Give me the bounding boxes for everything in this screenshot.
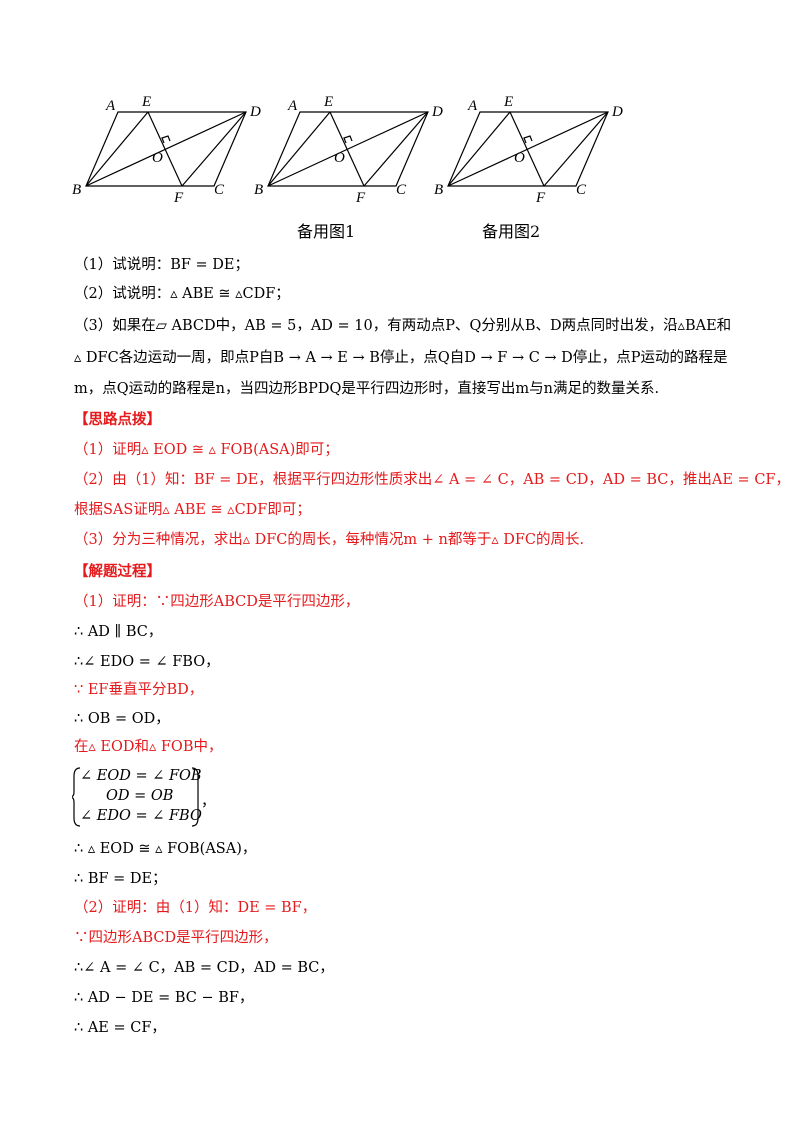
solution-step: ∵ EF垂直平分BD， [74,682,204,698]
solution-step: ∴ AD − DE = BC − BF， [74,990,254,1006]
label-b: B [72,182,81,198]
label-o: O [334,150,345,166]
label-f: F [173,190,184,206]
brace-icon [72,767,199,827]
label-c: C [214,182,225,198]
equation-system: ∠ EOD = ∠ FOB OD = OB ∠ EDO = ∠ FBO [72,766,212,827]
solution-step: ∴∠ EDO = ∠ FBO， [74,654,220,670]
question-3-line-3: m，点Q运动的路程是n，当四边形BPDQ是平行四边形时，直接写出m与n满足的数量… [74,381,660,397]
label-c: C [396,182,407,198]
solution-step: ∴ OB = OD， [74,711,170,727]
solution-step: ∴∠ A = ∠ C，AB = CD，AD = BC， [74,960,334,976]
label-o: O [514,150,525,166]
label-a: A [467,98,478,114]
system-row-1: ∠ EOD = ∠ FOB [80,768,202,784]
hint-heading: 【思路点拨】 [74,411,161,428]
parallelogram-diagram: A E D O B F C [434,94,623,206]
figure-spare-2: A E D O B F C [434,90,623,210]
caption-spare-1: 备用图1 [297,222,356,241]
solution-step: ∴ AD ∥ BC， [74,624,163,640]
solution-step: ∵四边形ABCD是平行四边形， [74,930,278,946]
solution-step: ∴ ▵ EOD ≅ ▵ FOB(ASA)， [74,841,257,857]
solution-step: ∴ BF = DE； [74,871,167,887]
hint-1: （1）证明▵ EOD ≅ ▵ FOB(ASA)即可； [74,442,339,458]
system-row-2: OD = OB [106,788,174,804]
label-d: D [611,104,623,120]
figure-spare-1: A E D O B F C [254,90,443,210]
question-1: （1）试说明：BF = DE； [74,257,250,273]
solution-1-start: （1）证明：∵四边形ABCD是平行四边形， [74,594,360,610]
label-e: E [503,94,513,110]
label-c: C [576,182,587,198]
label-f: F [535,190,546,206]
question-2: （2）试说明：▵ ABE ≅ ▵CDF； [74,286,290,302]
label-d: D [431,104,443,120]
label-e: E [323,94,333,110]
question-3-line-1: （3）如果在▱ ABCD中，AB = 5，AD = 10，有两动点P、Q分别从B… [74,318,732,334]
parallelogram-diagram: A E D O B F C [254,94,443,206]
parallelogram-diagram: A E D O B F C [72,94,261,206]
label-d: D [249,104,261,120]
label-a: A [105,98,116,114]
solution-step: ∴ AE = CF， [74,1020,166,1036]
label-b: B [254,182,263,198]
question-3-line-2: ▵ DFC各边运动一周，即点P自B → A → E → B停止，点Q自D → F… [74,350,728,366]
label-a: A [287,98,298,114]
figure-main: A E D O B F C [72,90,261,210]
solution-heading: 【解题过程】 [74,563,161,580]
hint-2-line-2: 根据SAS证明▵ ABE ≅ ▵CDF即可； [74,502,311,518]
label-e: E [141,94,151,110]
label-f: F [355,190,366,206]
solution-2-start: （2）证明：由（1）知：DE = BF， [74,900,317,916]
caption-spare-2: 备用图2 [482,222,541,241]
system-row-3: ∠ EDO = ∠ FBO [80,808,202,824]
hint-3: （3）分为三种情况，求出▵ DFC的周长，每种情况m + n都等于▵ DFC的周… [74,532,585,548]
solution-step: 在▵ EOD和▵ FOB中， [74,739,223,755]
system-trailing-comma: ， [201,794,216,810]
hint-2-line-1: （2）由（1）知：BF = DE，根据平行四边形性质求出∠ A = ∠ C，AB… [74,472,790,488]
label-o: O [152,150,163,166]
label-b: B [434,182,443,198]
